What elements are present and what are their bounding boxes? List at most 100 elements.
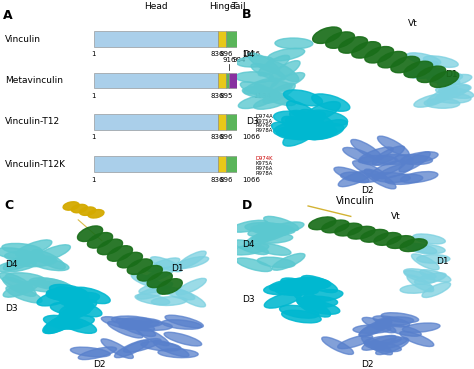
Ellipse shape (283, 125, 318, 146)
Ellipse shape (404, 269, 436, 279)
Text: Head: Head (144, 2, 167, 11)
Ellipse shape (364, 341, 401, 352)
Ellipse shape (119, 322, 155, 337)
Ellipse shape (242, 87, 280, 98)
Text: D974A: D974A (255, 114, 273, 119)
Ellipse shape (268, 48, 305, 61)
Ellipse shape (5, 251, 45, 262)
Ellipse shape (400, 239, 427, 252)
Text: R978A: R978A (255, 128, 273, 133)
Ellipse shape (422, 282, 451, 297)
Ellipse shape (297, 298, 330, 317)
Ellipse shape (46, 288, 86, 300)
Ellipse shape (177, 251, 206, 269)
Bar (237, 114, 239, 130)
Ellipse shape (0, 273, 33, 292)
Ellipse shape (273, 111, 314, 125)
Ellipse shape (101, 339, 133, 359)
Ellipse shape (438, 87, 474, 99)
Ellipse shape (387, 236, 414, 248)
Ellipse shape (352, 42, 381, 58)
Bar (229, 73, 239, 88)
Ellipse shape (107, 246, 133, 261)
Ellipse shape (405, 61, 438, 76)
Text: 916: 916 (223, 56, 236, 63)
Ellipse shape (276, 125, 317, 139)
Ellipse shape (0, 248, 35, 259)
Text: K975A: K975A (255, 161, 273, 166)
Ellipse shape (427, 87, 457, 104)
Bar (237, 114, 239, 130)
Ellipse shape (60, 293, 100, 306)
Ellipse shape (272, 122, 310, 140)
Bar (218, 114, 227, 130)
Text: 895: 895 (219, 93, 233, 99)
Ellipse shape (420, 270, 451, 282)
Ellipse shape (400, 284, 433, 293)
Ellipse shape (73, 287, 110, 304)
Ellipse shape (374, 232, 401, 245)
Ellipse shape (245, 223, 283, 232)
Ellipse shape (232, 244, 269, 255)
Ellipse shape (409, 68, 444, 79)
Text: D4: D4 (242, 239, 254, 249)
Ellipse shape (272, 254, 305, 270)
Ellipse shape (430, 71, 459, 87)
Ellipse shape (254, 95, 290, 109)
Ellipse shape (343, 148, 377, 163)
Bar (94, 114, 218, 130)
Ellipse shape (365, 169, 396, 189)
Ellipse shape (275, 38, 313, 49)
Ellipse shape (282, 116, 316, 138)
Text: D: D (242, 199, 252, 212)
Text: Tail: Tail (232, 2, 246, 11)
Ellipse shape (3, 281, 39, 297)
Ellipse shape (139, 282, 173, 294)
Bar (94, 156, 218, 172)
Ellipse shape (251, 229, 287, 242)
Ellipse shape (135, 294, 170, 305)
Ellipse shape (127, 259, 153, 275)
Ellipse shape (361, 230, 388, 242)
Text: D4: D4 (242, 50, 254, 59)
Ellipse shape (399, 152, 430, 172)
Text: D1: D1 (446, 70, 458, 79)
Text: 1: 1 (91, 177, 96, 183)
Text: Hinge: Hinge (209, 2, 235, 11)
Ellipse shape (63, 202, 79, 210)
Ellipse shape (404, 270, 435, 283)
Ellipse shape (141, 341, 181, 351)
Ellipse shape (64, 301, 102, 317)
Ellipse shape (32, 250, 65, 269)
Ellipse shape (353, 161, 386, 179)
Text: B: B (242, 8, 251, 21)
Ellipse shape (376, 338, 409, 355)
Ellipse shape (436, 93, 471, 103)
Ellipse shape (303, 290, 343, 302)
Ellipse shape (271, 73, 305, 90)
Ellipse shape (417, 255, 450, 263)
Bar (239, 73, 262, 88)
Text: 1066: 1066 (243, 134, 261, 140)
Ellipse shape (358, 147, 393, 163)
Text: D2: D2 (361, 186, 374, 195)
Ellipse shape (147, 272, 173, 287)
Ellipse shape (162, 320, 202, 329)
Ellipse shape (144, 267, 174, 282)
Ellipse shape (400, 331, 434, 346)
Ellipse shape (255, 234, 293, 243)
Text: 1066: 1066 (243, 177, 261, 183)
Ellipse shape (275, 284, 315, 296)
Ellipse shape (401, 172, 438, 183)
Ellipse shape (424, 99, 460, 108)
Ellipse shape (71, 347, 110, 357)
Ellipse shape (244, 78, 279, 94)
Text: 896: 896 (220, 134, 233, 140)
Bar (237, 156, 239, 172)
Bar (227, 31, 252, 47)
Ellipse shape (427, 73, 463, 83)
Ellipse shape (88, 210, 104, 218)
Ellipse shape (322, 220, 349, 233)
Ellipse shape (322, 337, 354, 355)
Ellipse shape (371, 160, 406, 176)
